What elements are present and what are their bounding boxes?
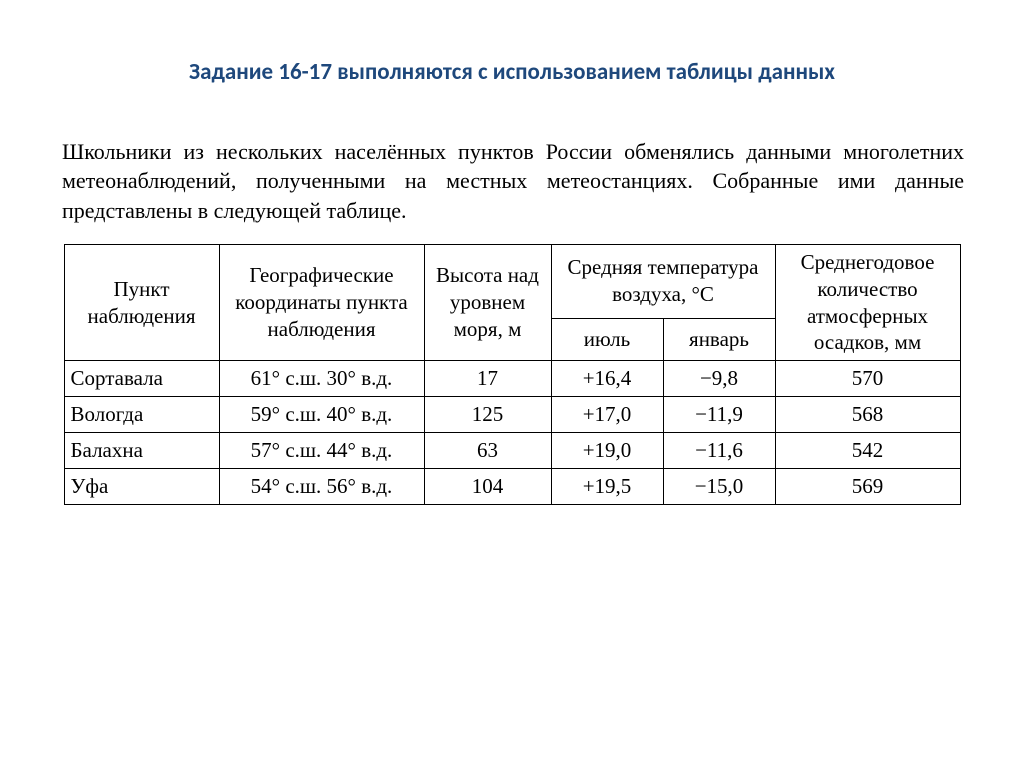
cell-height: 104 [424, 468, 551, 504]
cell-january: −11,6 [663, 433, 775, 469]
observations-table: Пункт наблюдения Географические координа… [64, 244, 961, 505]
header-row-1: Пункт наблюдения Географические координа… [64, 244, 960, 318]
table-row: Балахна 57° с.ш. 44° в.д. 63 +19,0 −11,6… [64, 433, 960, 469]
cell-point: Сортавала [64, 361, 219, 397]
cell-july: +19,0 [551, 433, 663, 469]
cell-point: Уфа [64, 468, 219, 504]
cell-coord: 59° с.ш. 40° в.д. [219, 397, 424, 433]
header-july: июль [551, 318, 663, 360]
cell-july: +19,5 [551, 468, 663, 504]
header-point: Пункт наблюдения [64, 244, 219, 361]
cell-january: −15,0 [663, 468, 775, 504]
header-january: январь [663, 318, 775, 360]
cell-point: Балахна [64, 433, 219, 469]
cell-july: +16,4 [551, 361, 663, 397]
cell-july: +17,0 [551, 397, 663, 433]
table-body: Сортавала 61° с.ш. 30° в.д. 17 +16,4 −9,… [64, 361, 960, 505]
cell-january: −11,9 [663, 397, 775, 433]
cell-precip: 542 [775, 433, 960, 469]
cell-coord: 61° с.ш. 30° в.д. [219, 361, 424, 397]
intro-paragraph: Школьники из нескольких населённых пункт… [62, 137, 964, 226]
cell-precip: 570 [775, 361, 960, 397]
table-row: Уфа 54° с.ш. 56° в.д. 104 +19,5 −15,0 56… [64, 468, 960, 504]
table-row: Сортавала 61° с.ш. 30° в.д. 17 +16,4 −9,… [64, 361, 960, 397]
cell-height: 17 [424, 361, 551, 397]
cell-precip: 568 [775, 397, 960, 433]
cell-coord: 54° с.ш. 56° в.д. [219, 468, 424, 504]
table-row: Вологда 59° с.ш. 40° в.д. 125 +17,0 −11,… [64, 397, 960, 433]
header-precip: Среднегодовое количество атмосферных оса… [775, 244, 960, 361]
page-title: Задание 16-17 выполняются с использовани… [60, 58, 964, 87]
cell-point: Вологда [64, 397, 219, 433]
table-header: Пункт наблюдения Географические координа… [64, 244, 960, 361]
header-temp: Средняя температура воздуха, °C [551, 244, 775, 318]
cell-january: −9,8 [663, 361, 775, 397]
cell-precip: 569 [775, 468, 960, 504]
cell-coord: 57° с.ш. 44° в.д. [219, 433, 424, 469]
header-height: Высота над уровнем моря, м [424, 244, 551, 361]
cell-height: 125 [424, 397, 551, 433]
header-coord: Географические координаты пункта наблюде… [219, 244, 424, 361]
slide-container: Задание 16-17 выполняются с использовани… [0, 0, 1024, 767]
cell-height: 63 [424, 433, 551, 469]
